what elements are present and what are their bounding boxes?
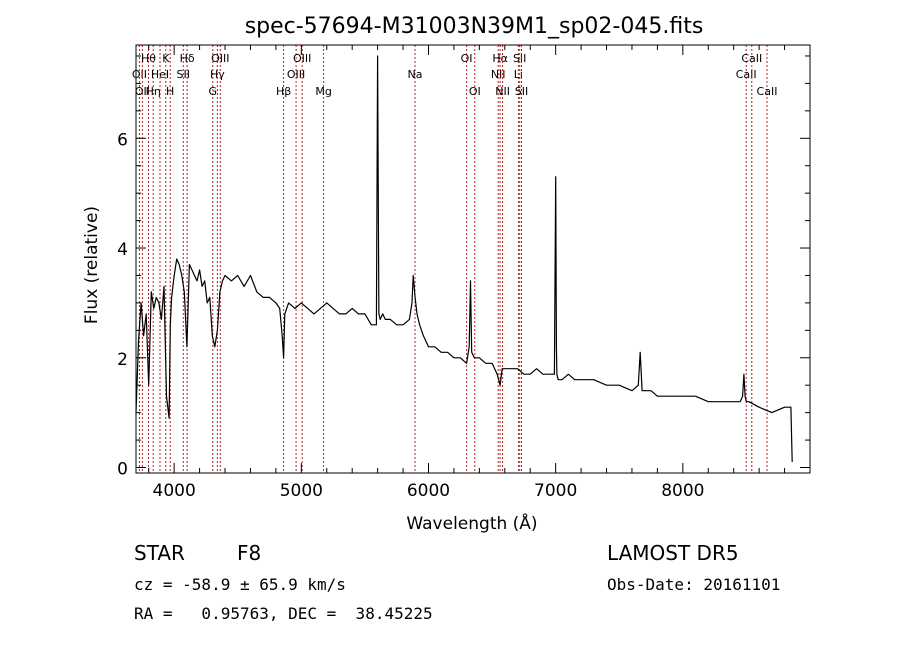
marker-label: Mg [315,85,331,98]
marker-label: Hδ [180,52,195,65]
x-tick-label: 4000 [153,481,196,501]
marker-label: Hθ [141,52,156,65]
y-axis-label: Flux (relative) [82,206,102,324]
marker-label: CaII [736,68,757,81]
marker-label: CaII [741,52,762,65]
y-tick-label: 2 [117,350,128,370]
object-subclass: F8 [237,541,262,565]
marker-label: OII [135,85,150,98]
marker-label: CaII [757,85,778,98]
marker-label: Na [408,68,423,81]
plot-frame [135,44,811,474]
x-tick-label: 6000 [407,481,450,501]
obs-date: Obs-Date: 20161101 [607,575,781,594]
survey-name: LAMOST DR5 [607,541,739,565]
y-axis: 0 2 4 6 [117,55,810,480]
x-tick-label: 7000 [534,481,577,501]
marker-label: OIII [211,52,229,65]
marker-label: SII [513,52,526,65]
marker-label: Hβ [276,85,291,98]
y-tick-label: 0 [117,460,128,480]
x-axis: 4000 5000 6000 7000 8000 [148,45,786,501]
y-tick-label: 6 [117,130,128,150]
marker-label: OI [469,85,481,98]
marker-label: NII [495,85,510,98]
marker-label: SII [177,68,190,81]
y-tick-label: 4 [117,240,128,260]
marker-label: SII [515,85,528,98]
marker-label: Hη [146,85,161,98]
x-tick-label: 5000 [280,481,323,501]
chart-title: spec-57694-M31003N39M1_sp02-045.fits [245,14,704,39]
marker-label: HeI [151,68,169,81]
spectrum-line [135,55,793,463]
marker-label: K [162,52,170,65]
marker-label: H [166,85,174,98]
object-class: STAR [134,541,185,565]
marker-label: Hγ [210,68,225,81]
ra-dec: RA = 0.95763, DEC = 38.45225 [134,604,433,623]
marker-label: OIII [287,68,305,81]
x-axis-label: Wavelength (Å) [406,512,537,534]
redshift-velocity: cz = -58.9 ± 65.9 km/s [134,575,346,594]
spectral-line-markers: OIIOIIHθHηHeIKHSIIHδGHγOIIIHβOIIIOIIIMgN… [132,45,778,473]
marker-label: Li [514,68,523,81]
marker-label: NII [491,68,506,81]
marker-label: OIII [293,52,311,65]
marker-label: Hα [492,52,508,65]
x-tick-label: 8000 [661,481,704,501]
marker-label: OI [461,52,473,65]
spectrum-series [135,55,793,463]
marker-label: OII [132,68,147,81]
marker-label: G [209,85,218,98]
